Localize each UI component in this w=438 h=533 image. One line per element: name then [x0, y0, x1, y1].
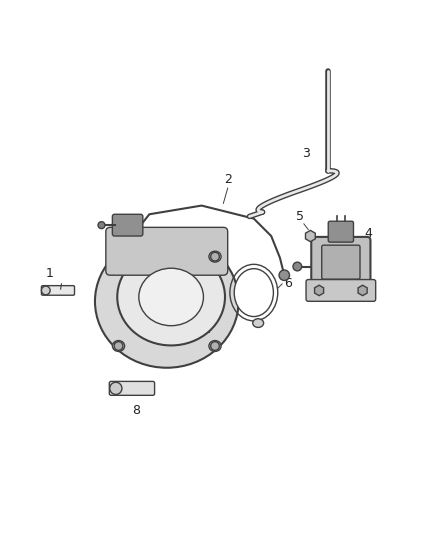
Circle shape — [110, 382, 122, 394]
FancyBboxPatch shape — [328, 221, 353, 242]
FancyBboxPatch shape — [306, 279, 376, 301]
Ellipse shape — [139, 268, 203, 326]
Circle shape — [114, 342, 123, 350]
Text: 7: 7 — [206, 323, 214, 336]
Ellipse shape — [234, 269, 273, 317]
Ellipse shape — [113, 341, 125, 351]
Text: 8: 8 — [132, 403, 140, 417]
FancyBboxPatch shape — [110, 382, 155, 395]
Text: 1: 1 — [45, 266, 53, 279]
Circle shape — [42, 286, 50, 295]
Text: 2: 2 — [224, 173, 232, 186]
Text: 6: 6 — [284, 277, 292, 290]
Ellipse shape — [117, 248, 225, 345]
Ellipse shape — [209, 341, 221, 351]
Circle shape — [211, 342, 219, 350]
FancyBboxPatch shape — [322, 245, 360, 279]
Ellipse shape — [209, 251, 221, 262]
Circle shape — [279, 270, 290, 280]
Text: 5: 5 — [296, 210, 304, 223]
Circle shape — [293, 262, 302, 271]
Circle shape — [211, 252, 219, 261]
FancyBboxPatch shape — [311, 237, 371, 287]
FancyBboxPatch shape — [42, 286, 74, 295]
Ellipse shape — [253, 319, 264, 327]
FancyBboxPatch shape — [113, 214, 143, 236]
Ellipse shape — [95, 235, 239, 368]
Circle shape — [98, 222, 105, 229]
Text: 3: 3 — [303, 147, 311, 160]
FancyBboxPatch shape — [106, 228, 228, 275]
Text: 4: 4 — [365, 228, 373, 240]
